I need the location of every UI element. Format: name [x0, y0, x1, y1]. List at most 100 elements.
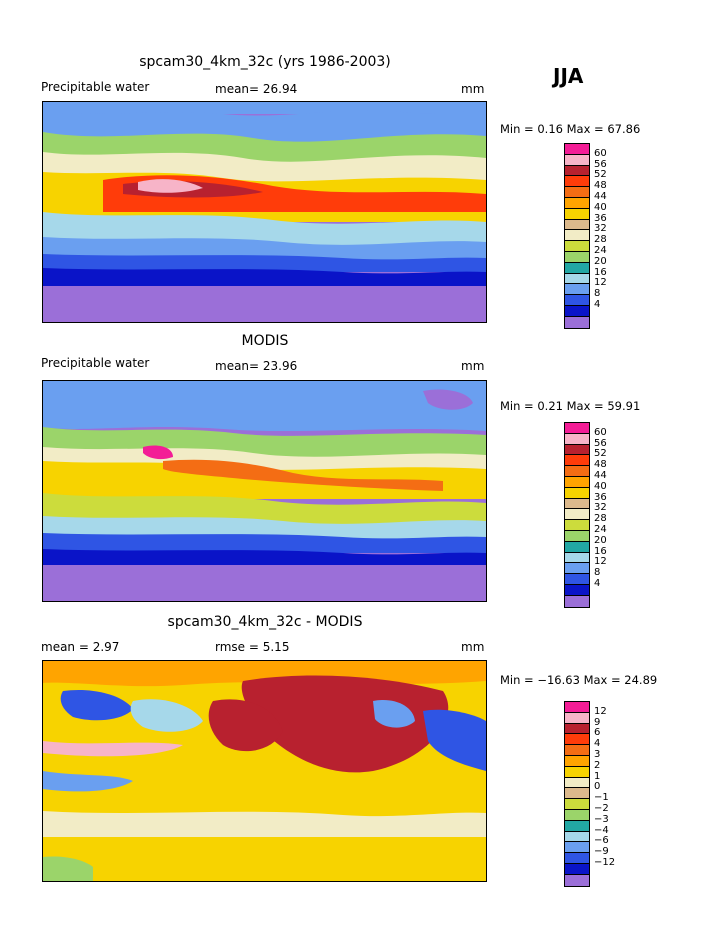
- colorbar-segment: [565, 455, 589, 467]
- colorbar-segment: [565, 766, 589, 778]
- colorbar-segment: [565, 241, 589, 252]
- panel2-min-max: Min = 0.21 Max = 59.91: [500, 399, 641, 413]
- colorbar-tick-label: 8: [594, 567, 601, 579]
- panel3-mean: mean = 2.97: [41, 640, 120, 654]
- colorbar-segment: [565, 423, 589, 434]
- panel3-title: spcam30_4km_32c - MODIS: [167, 614, 363, 630]
- panel1-title: spcam30_4km_32c (yrs 1986-2003): [139, 54, 391, 70]
- colorbar-segment: [565, 230, 589, 242]
- colorbar-segment: [565, 863, 589, 875]
- colorbar-tick-label: 20: [594, 534, 607, 546]
- colorbar-segment: [565, 144, 589, 155]
- colorbar-segment: [565, 433, 589, 445]
- panel2-colorbar: [564, 422, 590, 608]
- colorbar-segment: [565, 165, 589, 177]
- colorbar-segment: [565, 509, 589, 521]
- colorbar-segment: [565, 584, 589, 596]
- panel2-title: MODIS: [241, 333, 289, 349]
- colorbar-tick-label: 52: [594, 448, 607, 460]
- panel3-rmse: rmse = 5.15: [215, 640, 290, 654]
- colorbar-tick-label: −6: [594, 835, 609, 847]
- colorbar-tick-label: 12: [594, 705, 607, 717]
- colorbar-segment: [565, 788, 589, 800]
- colorbar-tick-label: 32: [594, 223, 607, 235]
- colorbar-tick-label: 20: [594, 255, 607, 267]
- panel2-map-field: [43, 381, 486, 601]
- colorbar-segment: [565, 745, 589, 756]
- colorbar-tick-label: −2: [594, 803, 609, 814]
- colorbar-tick-label: 60: [594, 426, 607, 438]
- colorbar-segment: [565, 853, 589, 864]
- colorbar-segment: [565, 444, 589, 456]
- colorbar-tick-label: 52: [594, 169, 607, 181]
- panel2-map: [42, 380, 487, 602]
- colorbar-tick-label: 16: [594, 266, 607, 278]
- colorbar-tick-label: −9: [594, 846, 609, 858]
- colorbar-segment: [565, 154, 589, 166]
- panel2-mean: mean= 23.96: [215, 359, 298, 373]
- colorbar-tick-label: 40: [594, 480, 607, 492]
- colorbar-segment: [565, 734, 589, 746]
- colorbar-segment: [565, 176, 589, 188]
- colorbar-tick-label: 44: [594, 470, 607, 481]
- colorbar-segment: [565, 219, 589, 231]
- colorbar-segment: [565, 284, 589, 296]
- colorbar-segment: [565, 702, 589, 713]
- colorbar-segment: [565, 563, 589, 575]
- colorbar-segment: [565, 574, 589, 585]
- panel1-variable-label: Precipitable water: [41, 80, 150, 94]
- colorbar-segment: [565, 273, 589, 285]
- colorbar-tick-label: 40: [594, 201, 607, 213]
- colorbar-tick-label: 4: [594, 578, 601, 589]
- colorbar-segment: [565, 799, 589, 810]
- colorbar-tick-label: −1: [594, 792, 609, 804]
- colorbar-tick-label: 28: [594, 513, 607, 525]
- colorbar-segment: [565, 187, 589, 198]
- panel1-map-field: [43, 102, 486, 322]
- colorbar-tick-label: 28: [594, 234, 607, 246]
- colorbar-tick-label: 24: [594, 245, 607, 256]
- colorbar-tick-label: 1: [594, 770, 601, 782]
- colorbar-tick-label: 16: [594, 545, 607, 557]
- colorbar-tick-label: −4: [594, 824, 609, 836]
- colorbar-tick-label: −12: [594, 857, 616, 868]
- colorbar-segment: [565, 316, 589, 328]
- panel1-map: [42, 101, 487, 323]
- colorbar-segment: [565, 541, 589, 553]
- colorbar-tick-label: 12: [594, 556, 607, 568]
- panel1-colorbar: [564, 143, 590, 329]
- colorbar-tick-label: 60: [594, 147, 607, 159]
- panel1-unit: mm: [461, 82, 485, 96]
- colorbar-tick-label: 56: [594, 437, 607, 449]
- colorbar-segment: [565, 874, 589, 886]
- panel3-map-field: [43, 661, 486, 881]
- colorbar-tick-label: 44: [594, 191, 607, 202]
- colorbar-tick-label: 3: [594, 749, 601, 760]
- colorbar-tick-label: 48: [594, 180, 607, 192]
- colorbar-segment: [565, 197, 589, 209]
- colorbar-segment: [565, 723, 589, 735]
- colorbar-segment: [565, 809, 589, 821]
- colorbar-segment: [565, 831, 589, 843]
- panel3-unit: mm: [461, 640, 485, 654]
- colorbar-segment: [565, 820, 589, 832]
- colorbar-tick-label: 48: [594, 459, 607, 471]
- colorbar-tick-label: 24: [594, 524, 607, 535]
- colorbar-segment: [565, 755, 589, 767]
- colorbar-segment: [565, 530, 589, 542]
- colorbar-tick-label: 6: [594, 727, 601, 739]
- colorbar-segment: [565, 487, 589, 499]
- colorbar-segment: [565, 466, 589, 477]
- panel3-colorbar: [564, 701, 590, 887]
- colorbar-tick-label: 8: [594, 288, 601, 300]
- panel1-min-max: Min = 0.16 Max = 67.86: [500, 122, 641, 136]
- panel1-mean: mean= 26.94: [215, 82, 298, 96]
- panel2-variable-label: Precipitable water: [41, 356, 150, 370]
- colorbar-tick-label: 4: [594, 738, 601, 750]
- colorbar-tick-label: 56: [594, 158, 607, 170]
- colorbar-segment: [565, 208, 589, 220]
- panel2-unit: mm: [461, 359, 485, 373]
- colorbar-tick-label: 36: [594, 491, 607, 503]
- colorbar-segment: [565, 251, 589, 263]
- panel3-map: [42, 660, 487, 882]
